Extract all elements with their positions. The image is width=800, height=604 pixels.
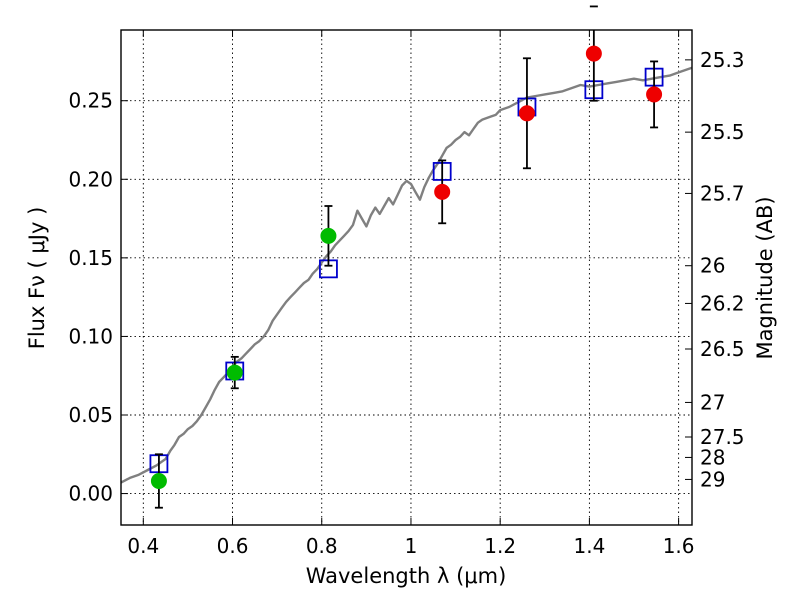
mag-tick-label: 27.5 (700, 425, 745, 449)
mag-tick-label: 25.5 (700, 120, 745, 144)
mag-tick-label: 27 (700, 390, 725, 414)
y-tick-label: 0.00 (68, 482, 113, 506)
mag-tick-label: 26.5 (700, 337, 745, 361)
observed-flux-point (585, 45, 602, 62)
y-tick-label: 0.25 (68, 89, 113, 113)
y-tick-label: 0.15 (68, 246, 113, 270)
observed-flux-point (320, 227, 337, 244)
y-tick-label: 0.10 (68, 324, 113, 348)
mag-tick-label: 29 (700, 467, 725, 491)
x-tick-label: 1.6 (663, 534, 695, 558)
y-tick-label: 0.05 (68, 403, 113, 427)
sed-model-line (120, 66, 693, 484)
x-tick-label: 0.8 (306, 534, 338, 558)
observed-flux-point (226, 364, 243, 381)
mag-tick-label: 25.3 (700, 48, 745, 72)
y-axis-label: Flux Fν ( μJy ) (25, 207, 49, 350)
x-tick-label: 1 (405, 534, 418, 558)
y-tick-label: 0.20 (68, 167, 113, 191)
observed-flux-point (434, 183, 451, 200)
plot-frame (120, 29, 693, 526)
observed-flux-point (150, 473, 167, 489)
y2-axis-label: Magnitude (AB) (753, 196, 777, 359)
x-tick-label: 0.6 (217, 534, 249, 558)
mag-tick-label: 26.2 (700, 291, 745, 315)
series (120, 5, 693, 509)
ticks: 0.4 0.6 0.8 1 1.2 1.4 1.6 0.00 0.05 0.10 0.15 0.20 0… (68, 30, 745, 558)
mag-tick-label: 28 (700, 445, 725, 469)
grid (121, 30, 692, 525)
x-tick-label: 1.4 (573, 534, 605, 558)
observed-flux-point (646, 86, 663, 103)
mag-tick-label: 25.7 (700, 181, 745, 205)
observed-flux-point (518, 105, 535, 122)
x-tick-label: 0.4 (127, 534, 159, 558)
x-axis-label: Wavelength λ (μm) (306, 564, 507, 588)
mag-tick-label: 26 (700, 254, 725, 278)
x-tick-label: 1.2 (484, 534, 516, 558)
